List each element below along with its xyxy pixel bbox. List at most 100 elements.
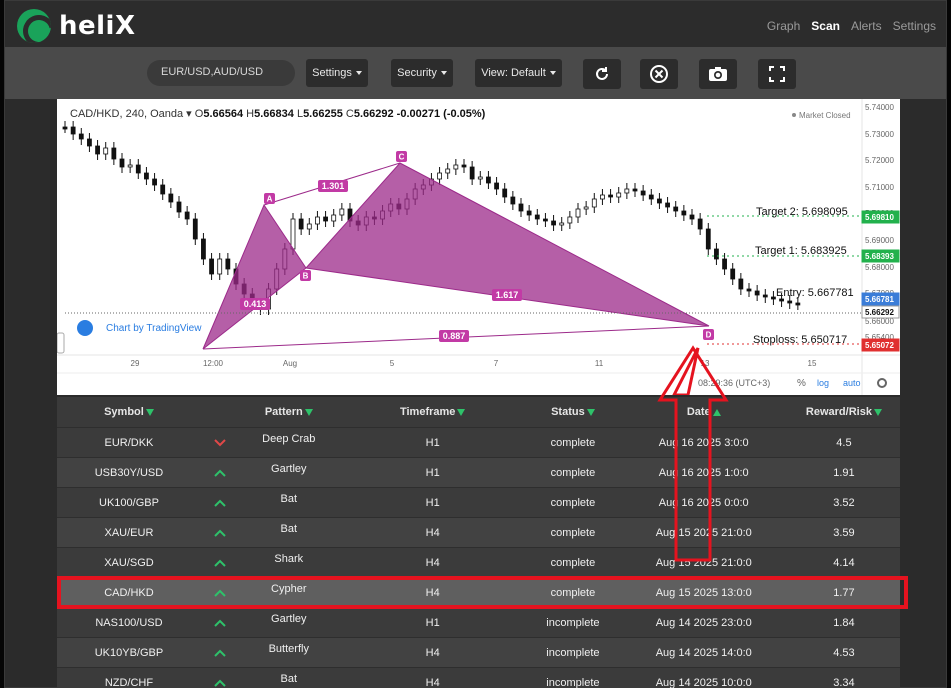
candle-body xyxy=(135,164,141,174)
header-date[interactable]: Date xyxy=(620,397,788,427)
row-direction xyxy=(201,428,238,457)
candle-body xyxy=(608,194,613,198)
table-row[interactable]: CAD/HKD Cypher H4 complete Aug 15 2025 13:0:… xyxy=(57,577,900,607)
header-date-label: Date xyxy=(686,406,711,418)
row-reward-risk-text: 3.59 xyxy=(833,526,855,539)
candle-body xyxy=(526,210,532,216)
row-status: complete xyxy=(526,428,619,457)
row-date: Aug 16 2025 0:0:0 xyxy=(620,488,788,517)
row-reward-risk-text: 3.34 xyxy=(833,676,855,688)
security-dropdown-label: Security xyxy=(397,67,437,79)
candle-body xyxy=(624,188,630,194)
header-symbol[interactable]: Symbol xyxy=(57,397,201,427)
row-status-text: complete xyxy=(550,526,596,539)
row-date-text: Aug 16 2025 3:0:0 xyxy=(658,436,749,449)
nav-settings[interactable]: Settings xyxy=(892,19,936,33)
refresh-icon xyxy=(596,67,608,80)
row-pattern: Butterfly xyxy=(238,638,339,667)
price-tag: 5.66781 xyxy=(865,295,894,304)
table-row[interactable]: UK100/GBP Bat H1 complete Aug 16 2025 0:0:0 3… xyxy=(57,487,900,517)
row-status-text: incomplete xyxy=(546,676,600,688)
scan-toolbar: EUR/USD,AUD/USD Settings Security View: … xyxy=(5,47,946,99)
header-timeframe-label: Timeframe xyxy=(399,406,456,418)
row-direction xyxy=(201,488,238,517)
row-date-text: Aug 15 2025 13:0:0 xyxy=(655,586,752,599)
top-nav: heliX Graph Scan Alerts Settings xyxy=(5,1,946,51)
candle-body xyxy=(70,126,76,135)
row-reward-risk: 3.52 xyxy=(788,488,900,517)
sort-down-icon xyxy=(304,408,313,416)
candle-body xyxy=(640,190,646,196)
sort-down-icon xyxy=(457,408,466,416)
price-tag: 5.68393 xyxy=(865,252,894,261)
row-reward-risk-text: 1.84 xyxy=(833,616,855,629)
row-pattern: Bat xyxy=(238,488,339,517)
ratio-label-bg xyxy=(492,289,522,301)
table-row[interactable]: NZD/CHF Bat H4 incomplete Aug 14 2025 10:0:0… xyxy=(57,667,900,688)
screenshot-button[interactable] xyxy=(699,59,737,89)
chart-canvas[interactable]: 5.740005.730005.720005.710005.700005.690… xyxy=(57,99,900,395)
ratio-label: 0.887 xyxy=(443,331,466,341)
candle-body xyxy=(502,188,508,198)
candle-body xyxy=(469,166,475,180)
price-tag: 5.69810 xyxy=(865,213,894,222)
header-status[interactable]: Status xyxy=(526,397,619,427)
candle-body xyxy=(551,220,556,226)
point-label-c: C xyxy=(399,153,405,162)
row-reward-risk: 1.77 xyxy=(788,578,900,607)
header-pattern[interactable]: Pattern xyxy=(238,397,339,427)
table-row[interactable]: UK10YB/GBP Butterfly H4 incomplete Aug 14 20… xyxy=(57,637,900,667)
row-timeframe-text: H4 xyxy=(425,526,440,539)
row-timeframe-text: H4 xyxy=(425,676,440,688)
table-row[interactable]: EUR/DKK Deep Crab H1 complete Aug 16 2025 3:… xyxy=(57,427,900,457)
stoploss-label: Stoploss: 5.650717 xyxy=(753,334,847,346)
legend-part: H xyxy=(246,108,254,120)
symbol-search-input[interactable]: EUR/USD,AUD/USD xyxy=(147,60,295,86)
security-dropdown[interactable]: Security xyxy=(391,59,453,87)
x-tick-label: 12:00 xyxy=(203,359,224,368)
table-row[interactable]: NAS100/USD Gartley H1 incomplete Aug 14 2025… xyxy=(57,607,900,637)
nav-alerts[interactable]: Alerts xyxy=(850,19,882,33)
header-symbol-label: Symbol xyxy=(104,406,144,418)
ratio-label: 1.617 xyxy=(496,290,519,300)
candle-body xyxy=(575,208,581,218)
target1-label: Target 1: 5.683925 xyxy=(755,245,847,257)
price-chart[interactable]: 5.740005.730005.720005.710005.700005.690… xyxy=(57,99,900,395)
row-reward-risk: 3.59 xyxy=(788,518,900,547)
candle-body xyxy=(534,214,540,220)
header-direction-spacer xyxy=(201,397,238,427)
view-dropdown[interactable]: View: Default xyxy=(475,59,562,87)
candle-body xyxy=(103,147,109,155)
table-row[interactable]: XAU/EUR Bat H4 complete Aug 15 2025 21:0:0 3.… xyxy=(57,517,900,547)
header-reward-risk[interactable]: Reward/Risk xyxy=(788,397,900,427)
legend-part: CAD/HKD, 240, Oanda xyxy=(70,108,184,120)
legend-part: 5.66564 xyxy=(203,108,244,120)
row-status: incomplete xyxy=(526,608,619,637)
row-timeframe: H1 xyxy=(339,488,526,517)
row-pattern-text: Bat xyxy=(280,492,298,505)
row-timeframe: H4 xyxy=(339,668,526,688)
y-tick-label: 5.69000 xyxy=(865,236,894,245)
table-row[interactable]: XAU/SGD Shark H4 complete Aug 15 2025 21:0:0… xyxy=(57,547,900,577)
header-timeframe[interactable]: Timeframe xyxy=(339,397,526,427)
legend-part: O xyxy=(195,108,204,120)
table-row[interactable]: USB30Y/USD Gartley H1 complete Aug 16 2025 1… xyxy=(57,457,900,487)
refresh-button[interactable] xyxy=(583,59,621,89)
nav-graph[interactable]: Graph xyxy=(766,19,801,33)
candle-body xyxy=(298,218,304,230)
settings-dropdown[interactable]: Settings xyxy=(306,59,368,87)
row-pattern: Cypher xyxy=(238,578,339,607)
logo[interactable]: heliX xyxy=(17,9,136,43)
nav-scan[interactable]: Scan xyxy=(811,19,840,33)
row-timeframe-text: H1 xyxy=(425,616,440,629)
row-symbol-text: XAU/SGD xyxy=(104,556,154,569)
row-status: incomplete xyxy=(526,668,619,688)
x-tick-label: 29 xyxy=(131,359,140,368)
fullscreen-button[interactable] xyxy=(758,59,796,89)
candle-body xyxy=(192,218,198,240)
clear-button[interactable] xyxy=(640,59,678,89)
candle-body xyxy=(494,182,499,190)
price-tag: 5.66292 xyxy=(865,308,894,317)
candle-body xyxy=(795,302,801,306)
candle-body xyxy=(787,300,793,304)
